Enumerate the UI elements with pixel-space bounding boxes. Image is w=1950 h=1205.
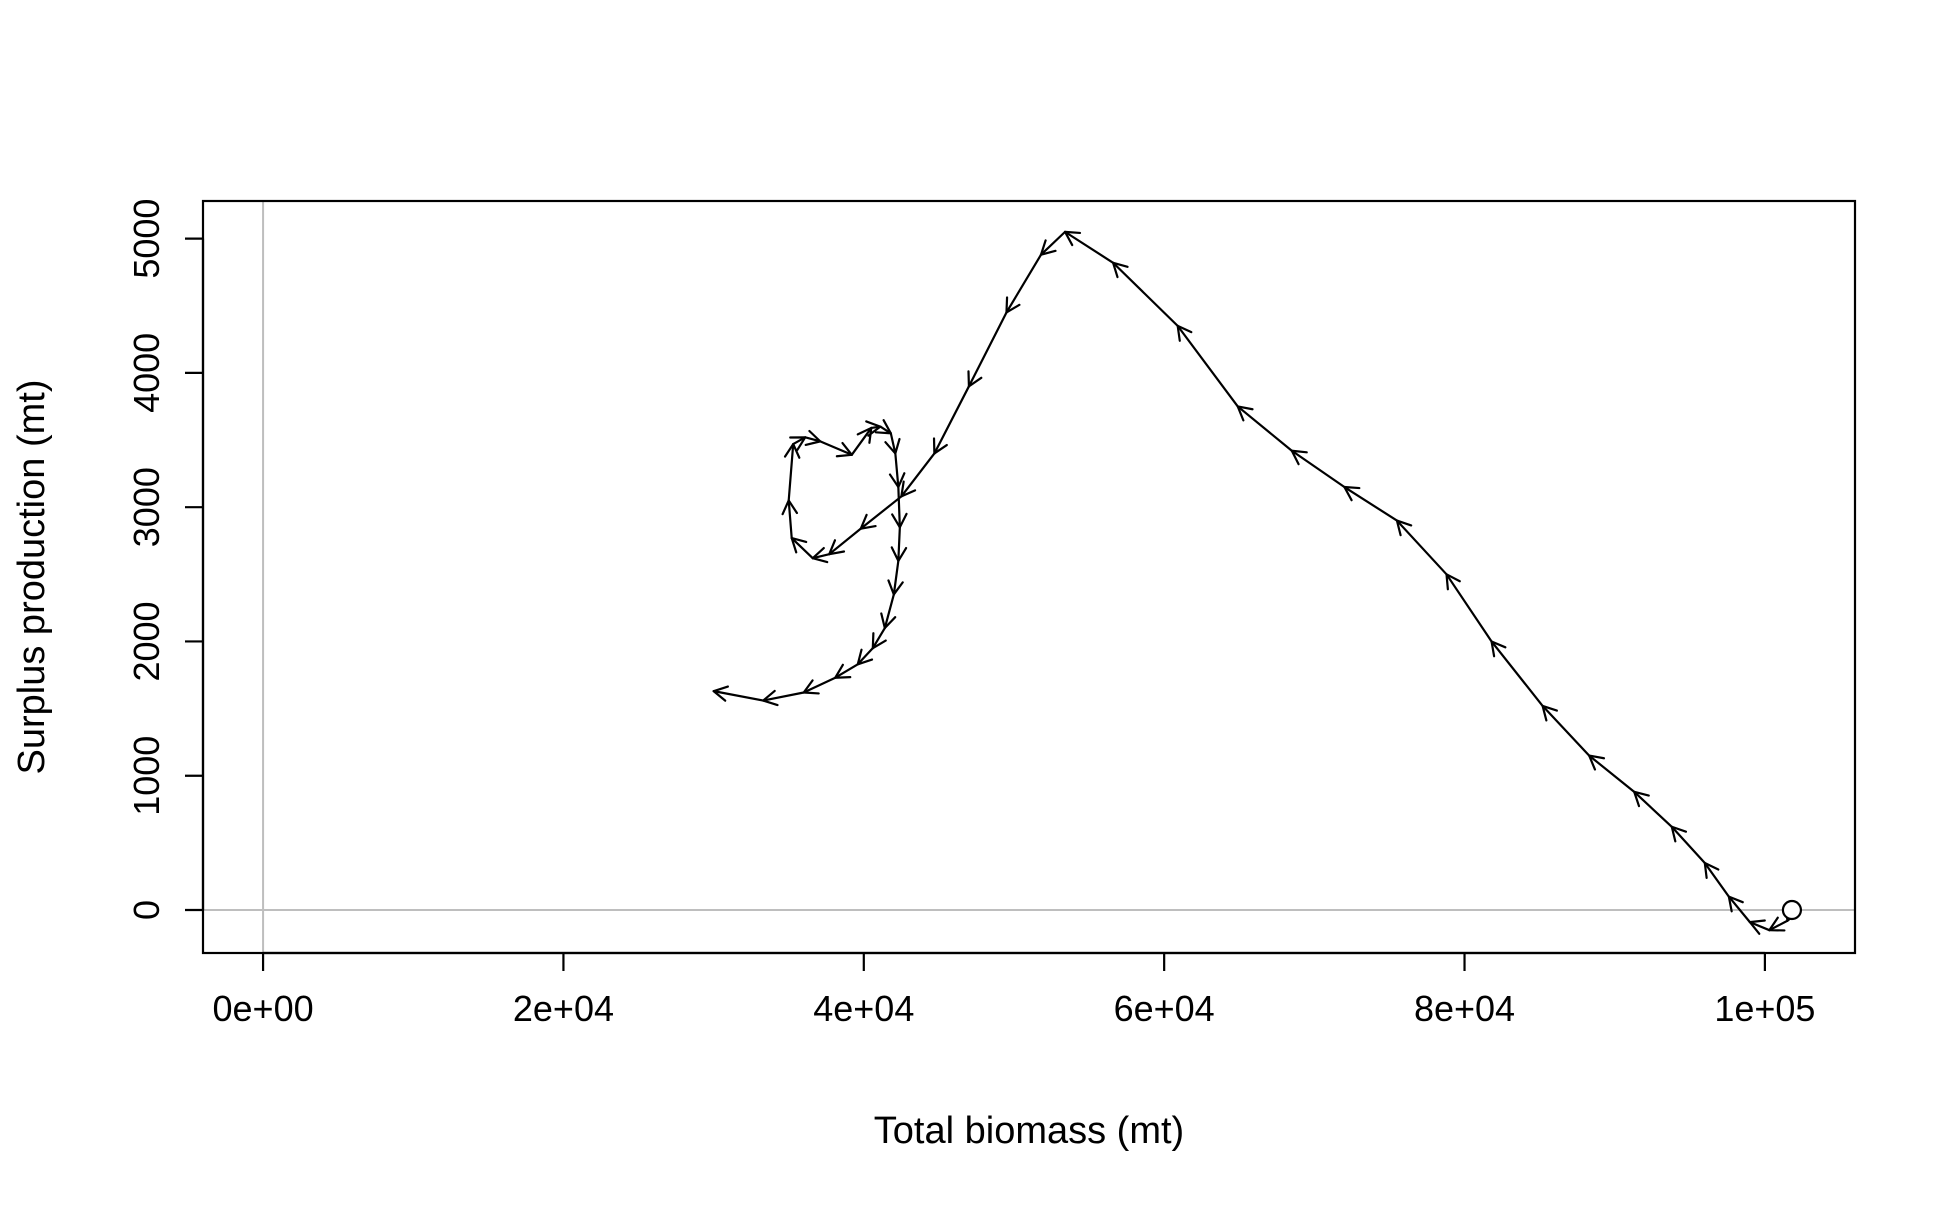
trajectory-segment	[1748, 921, 1771, 932]
trajectory-arrowhead	[1290, 449, 1308, 466]
trajectory-segment	[1670, 825, 1706, 865]
x-tick-label: 2e+04	[513, 988, 614, 1029]
trajectory-segment	[1445, 573, 1493, 643]
trajectory-segment	[828, 527, 862, 556]
trajectory-segment	[787, 499, 793, 540]
trajectory-segment	[1768, 919, 1789, 932]
trajectory-segment	[900, 452, 936, 498]
trajectory-segment	[1005, 253, 1043, 314]
x-axis-title: Total biomass (mt)	[874, 1110, 1184, 1152]
trajectory-segment	[967, 311, 1008, 388]
trajectory-segment	[933, 385, 971, 455]
trajectory-segment	[856, 647, 874, 666]
trajectory-arrowhead	[1063, 230, 1082, 247]
x-axis: 0e+00 2e+04 4e+04 6e+04 8e+04 1e+05	[213, 951, 1815, 1029]
x-tick-label: 1e+05	[1714, 988, 1815, 1029]
trajectory-arrowhead	[1343, 485, 1361, 502]
reference-lines	[203, 201, 1855, 953]
x-tick-label: 4e+04	[813, 988, 914, 1029]
trajectory-segment	[1063, 230, 1115, 264]
trajectory-segment	[1395, 519, 1448, 576]
trajectory-arrowhead	[712, 685, 729, 702]
trajectory-segment	[1490, 640, 1544, 708]
y-tick-label: 2000	[126, 601, 167, 681]
trajectory-segment	[1703, 861, 1730, 898]
trajectory-segment	[871, 626, 886, 650]
trajectory-segment	[787, 442, 795, 502]
trajectory-segment	[819, 440, 853, 456]
trajectory-segment	[1541, 704, 1591, 757]
x-tick-label: 6e+04	[1114, 988, 1215, 1029]
trajectory-segment	[894, 452, 900, 489]
trajectory-segment	[850, 426, 873, 456]
trajectory-segment	[1633, 790, 1673, 828]
trajectory-arrowhead	[1445, 573, 1461, 591]
y-axis-title: Surplus production (mt)	[11, 380, 53, 775]
y-tick-label: 0	[126, 900, 167, 920]
trajectory-segment	[1236, 405, 1293, 452]
y-tick-label: 1000	[126, 736, 167, 816]
trajectory-segment	[1343, 485, 1399, 522]
trajectory-segment	[1290, 449, 1346, 489]
trajectory-segment	[834, 663, 859, 679]
trajectory-segment	[712, 690, 765, 702]
x-tick-label: 0e+00	[213, 988, 314, 1029]
trajectory-segment	[859, 495, 903, 530]
trajectory-segment	[889, 432, 897, 455]
trajectory-segment	[892, 559, 900, 596]
y-tick-label: 5000	[126, 199, 167, 279]
trajectory-segment	[897, 485, 901, 529]
y-tick-label: 3000	[126, 467, 167, 547]
trajectory-segment	[1112, 261, 1179, 327]
trajectory-segment	[1039, 230, 1067, 256]
trajectory-segment	[762, 691, 805, 702]
trajectory-segment	[1588, 754, 1636, 793]
trajectory-segment	[811, 553, 831, 560]
trajectory-segment	[790, 536, 814, 560]
trajectory-segment	[1727, 895, 1751, 924]
trajectory-segment	[897, 526, 901, 562]
trajectory-segment	[1176, 324, 1239, 408]
y-axis: 0 1000 2000 3000 4000 5000	[126, 199, 205, 920]
start-point-marker	[1781, 899, 1803, 921]
trajectory-segment	[883, 593, 895, 630]
y-tick-label: 4000	[126, 333, 167, 413]
x-tick-label: 8e+04	[1414, 988, 1515, 1029]
trajectory-segment	[804, 436, 822, 443]
trajectory-segment	[802, 676, 837, 694]
plot-frame	[201, 199, 1857, 955]
data-layer	[712, 230, 1803, 935]
